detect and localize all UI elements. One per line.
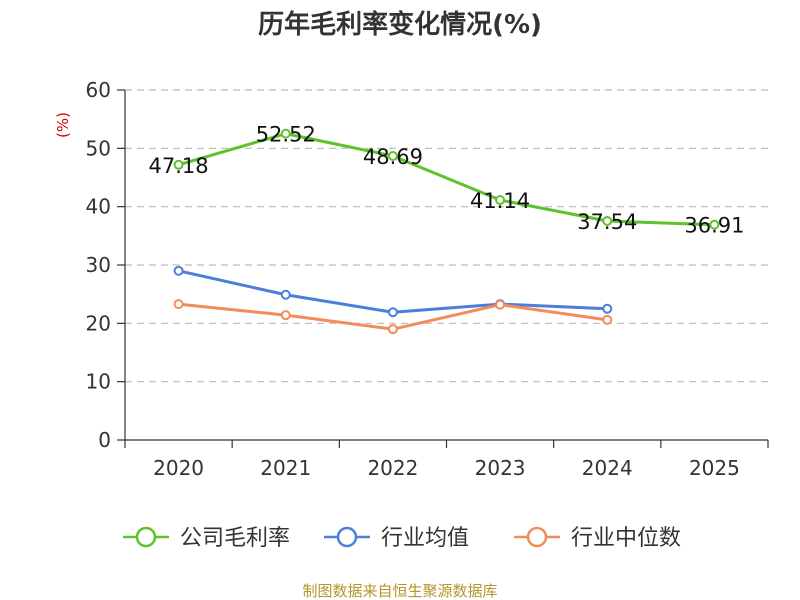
x-tick-label: 2024	[582, 456, 633, 480]
y-tick-label: 50	[86, 136, 111, 160]
y-axis-label: (%)	[54, 112, 72, 138]
y-tick-label: 40	[86, 195, 111, 219]
legend-marker-icon	[336, 526, 358, 548]
legend-label: 行业中位数	[571, 526, 681, 551]
data-point-industry-avg	[280, 289, 291, 300]
data-labels: 47.18 52.52 48.69 41.14 37.54 36.91	[149, 123, 745, 238]
data-label: 41.14	[470, 189, 530, 213]
data-point-company	[173, 159, 184, 170]
data-label: 37.54	[577, 210, 637, 234]
data-point-industry-median	[495, 299, 506, 310]
data-point-industry-avg	[173, 265, 184, 276]
data-label: 36.91	[684, 214, 744, 238]
y-tick-label: 10	[86, 370, 111, 394]
data-label: 47.18	[149, 154, 209, 178]
x-tick-label: 2020	[153, 456, 204, 480]
data-point-industry-median	[387, 324, 398, 335]
y-tick-label: 20	[86, 311, 111, 335]
legend-item-company: 公司毛利率	[123, 526, 290, 551]
legend: 公司毛利率 行业均值 行业中位数	[123, 526, 681, 551]
series-line-company	[177, 132, 716, 227]
chart-title: 历年毛利率变化情况(%)	[258, 9, 542, 40]
grid	[125, 89, 768, 383]
data-point-company	[709, 219, 720, 230]
data-label: 52.52	[256, 123, 316, 147]
data-label: 48.69	[363, 145, 423, 169]
data-point-industry-median	[173, 299, 184, 310]
data-point-industry-avg	[602, 303, 613, 314]
y-tick-label: 0	[98, 428, 111, 452]
x-tick-label: 2025	[689, 456, 740, 480]
data-point-industry-median	[280, 310, 291, 321]
series	[173, 128, 720, 335]
data-point-company	[387, 150, 398, 161]
legend-label: 公司毛利率	[180, 526, 290, 551]
data-point-industry-median	[602, 314, 613, 325]
x-tick-label: 2021	[260, 456, 311, 480]
axes: 0 10 20 30 40 50 60 2020 2021 2022 2023 2024 2025	[86, 78, 769, 480]
source-note: 制图数据来自恒生聚源数据库	[302, 582, 497, 600]
legend-item-industry-avg: 行业均值	[324, 526, 469, 551]
data-point-company	[280, 128, 291, 139]
data-point-company	[602, 216, 613, 227]
x-tick-label: 2022	[367, 456, 418, 480]
y-tick-label: 60	[86, 78, 111, 102]
data-point-company	[495, 195, 506, 206]
data-point-industry-avg	[387, 307, 398, 318]
series-line-industry-avg	[177, 269, 609, 314]
legend-marker-icon	[135, 526, 157, 548]
x-tick-label: 2023	[475, 456, 526, 480]
legend-item-industry-median: 行业中位数	[514, 526, 681, 551]
y-tick-label: 30	[86, 253, 111, 277]
legend-label: 行业均值	[381, 526, 469, 551]
legend-marker-icon	[526, 526, 548, 548]
